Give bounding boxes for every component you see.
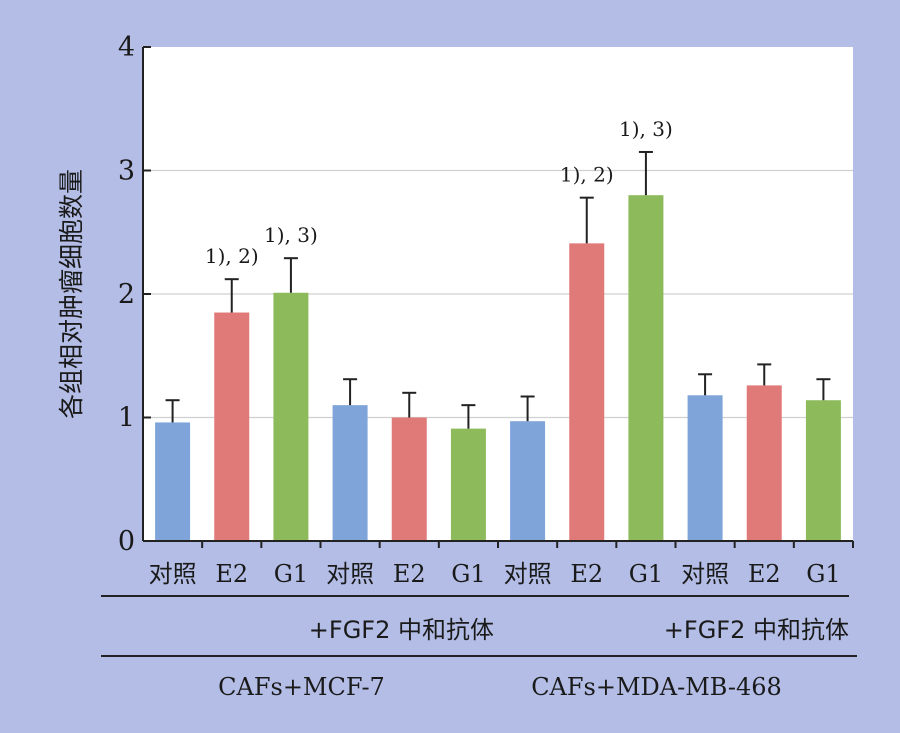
cell-group-label: CAFs+MDA-MB-468 (531, 673, 782, 701)
x-tick-label: 对照 (149, 560, 197, 588)
bar (391, 417, 427, 541)
group-label: +FGF2 中和抗体 (309, 616, 494, 644)
x-tick-label: E2 (748, 560, 781, 588)
bar (569, 243, 605, 542)
bar (746, 385, 782, 541)
significance-annotation: 1), 2) (205, 244, 259, 268)
bar (155, 422, 191, 541)
bar (628, 195, 664, 541)
axes (101, 46, 857, 657)
significance-annotation: 1), 3) (619, 117, 673, 141)
x-tick-label: 对照 (326, 560, 374, 588)
bar (214, 312, 250, 541)
bar (273, 292, 309, 541)
bar (510, 421, 546, 541)
x-tick-label: E2 (393, 560, 426, 588)
x-tick-label: 对照 (681, 560, 729, 588)
y-tick-label: 0 (118, 526, 135, 557)
x-tick-label: G1 (806, 560, 840, 588)
x-tick-label: G1 (274, 560, 308, 588)
x-tick-label: G1 (629, 560, 663, 588)
significance-annotation: 1), 3) (264, 223, 318, 247)
x-tick-label: E2 (215, 560, 248, 588)
y-tick-label: 4 (118, 32, 135, 63)
y-tick-label: 3 (118, 156, 135, 187)
bar (450, 428, 486, 541)
y-tick-label: 2 (118, 279, 135, 310)
x-tick-label: E2 (570, 560, 603, 588)
gridlines (143, 169, 853, 419)
group-label: +FGF2 中和抗体 (664, 616, 849, 644)
significance-annotation: 1), 2) (560, 163, 614, 187)
x-tick-label: 对照 (504, 560, 552, 588)
y-tick-label: 1 (118, 403, 135, 434)
x-tick-label: G1 (451, 560, 485, 588)
bar (332, 405, 368, 541)
bar (687, 395, 723, 541)
y-axis-label: 各组相对肿瘤细胞数量 (57, 169, 86, 419)
cell-group-label: CAFs+MCF-7 (218, 673, 385, 701)
bar (805, 400, 841, 541)
bars (155, 150, 841, 542)
